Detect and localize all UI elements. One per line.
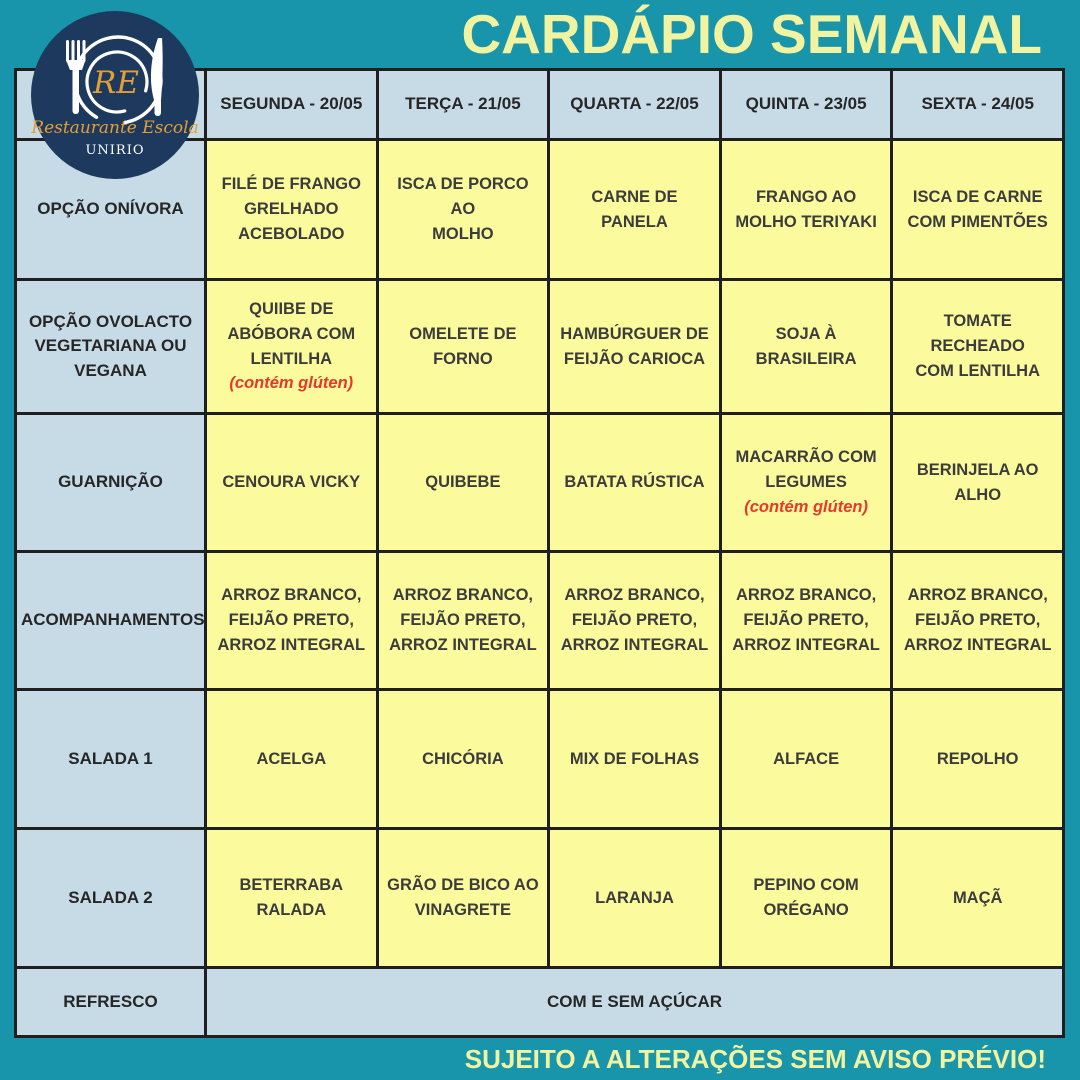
menu-cell: CENOURA VICKY: [204, 412, 379, 553]
plate-fork-knife-icon: RE Restaurante Escola UNIRIO: [30, 11, 199, 179]
dish-name: QUIIBE DE ABÓBORA COM LENTILHA: [227, 300, 356, 368]
menu-row: OPÇÃO OVOLACTO VEGETARIANA OU VEGANA QUII…: [14, 278, 1065, 415]
menu-cell: QUIIBE DE ABÓBORA COM LENTILHA (contém gl…: [204, 278, 379, 415]
logo-org-name: UNIRIO: [85, 143, 144, 158]
day-header: QUARTA - 22/05: [547, 68, 722, 141]
menu-cell: LARANJA: [547, 827, 722, 969]
dish-name: CHICÓRIA: [422, 749, 504, 768]
dish-name: ARROZ BRANCO, FEIJÃO PRETO, ARROZ INTEGR…: [560, 586, 709, 654]
menu-row: REFRESCO COM E SEM AÇÚCAR: [14, 966, 1065, 1038]
menu-cell: ACELGA: [204, 688, 379, 830]
category-label: ACOMPANHAMENTOS: [14, 550, 207, 691]
dish-name: BERINJELA AO ALHO: [916, 460, 1039, 504]
menu-cell: ISCA DE CARNE COM PIMENTÕES: [890, 138, 1065, 281]
menu-cell: ARROZ BRANCO, FEIJÃO PRETO, ARROZ INTEGR…: [204, 550, 379, 691]
menu-cell: ARROZ BRANCO, FEIJÃO PRETO, ARROZ INTEGR…: [718, 550, 894, 691]
logo-restaurant-name: Restaurante Escola: [30, 118, 198, 138]
dish-name: FILÉ DE FRANGO GRELHADO ACEBOLADO: [221, 175, 361, 243]
menu-cell: QUIBEBE: [375, 412, 551, 553]
logo-initials: RE: [92, 65, 139, 101]
menu-row: GUARNIÇÃO CENOURA VICKY QUIBEBE BATATA RÚST…: [14, 412, 1065, 553]
dish-name: ARROZ BRANCO, FEIJÃO PRETO, ARROZ INTEGR…: [217, 586, 366, 654]
dish-name: TOMATE RECHEADO COM LENTILHA: [915, 312, 1041, 380]
menu-row: SALADA 2 BETERRABA RALADA GRÃO DE BICO AO …: [14, 827, 1065, 969]
menu-cell: ARROZ BRANCO, FEIJÃO PRETO, ARROZ INTEGR…: [890, 550, 1065, 691]
plate-icon: [73, 35, 163, 125]
dish-name: OMELETE DE FORNO: [409, 324, 517, 368]
day-header: QUINTA - 23/05: [718, 68, 894, 141]
dish-name: HAMBÚRGUER DE FEIJÃO CARIOCA: [560, 324, 709, 368]
day-header: SEGUNDA - 20/05: [204, 68, 379, 141]
menu-cell: MIX DE FOLHAS: [547, 688, 722, 830]
menu-cell: BERINJELA AO ALHO: [890, 412, 1065, 553]
dish-name: FRANGO AO MOLHO TERIYAKI: [735, 187, 877, 231]
menu-cell: HAMBÚRGUER DE FEIJÃO CARIOCA: [547, 278, 722, 415]
dish-name: ISCA DE CARNE COM PIMENTÕES: [907, 187, 1048, 231]
page-title: CARDÁPIO SEMANAL: [461, 3, 1042, 65]
day-header: TERÇA - 21/05: [375, 68, 551, 141]
dish-name: ACELGA: [256, 749, 327, 768]
menu-cell: CARNE DE PANELA: [547, 138, 722, 281]
menu-cell: ARROZ BRANCO, FEIJÃO PRETO, ARROZ INTEGR…: [547, 550, 722, 691]
menu-cell: REPOLHO: [890, 688, 1065, 830]
menu-cell: TOMATE RECHEADO COM LENTILHA: [890, 278, 1065, 415]
menu-row: ACOMPANHAMENTOS ARROZ BRANCO, FEIJÃO PRET…: [14, 550, 1065, 691]
menu-cell: MAÇÃ: [890, 827, 1065, 969]
dish-name: ARROZ BRANCO, FEIJÃO PRETO, ARROZ INTEGR…: [903, 586, 1052, 654]
weekly-menu-table: SEGUNDA - 20/05 TERÇA - 21/05 QUARTA - 22/…: [14, 68, 1065, 1038]
menu-row: SALADA 1 ACELGA CHICÓRIA MIX DE FOLHAS ALFAC…: [14, 688, 1065, 830]
dish-name: BETERRABA RALADA: [239, 876, 344, 919]
dish-name: ARROZ BRANCO, FEIJÃO PRETO, ARROZ INTEGR…: [389, 586, 537, 654]
menu-cell: ALFACE: [718, 688, 894, 830]
dish-name: SOJA À BRASILEIRA: [755, 324, 857, 368]
day-header: SEXTA - 24/05: [890, 68, 1065, 141]
category-label: GUARNIÇÃO: [14, 412, 207, 553]
menu-cell: BETERRABA RALADA: [204, 827, 379, 969]
merged-menu-cell: COM E SEM AÇÚCAR: [204, 966, 1065, 1038]
dish-name: MAÇÃ: [952, 888, 1003, 907]
category-label: SALADA 2: [14, 827, 207, 969]
dish-name: ALFACE: [773, 749, 840, 768]
dish-name: GRÃO DE BICO AO VINAGRETE: [387, 876, 539, 919]
category-label: OPÇÃO ONÍVORA: [14, 138, 207, 281]
menu-cell: CHICÓRIA: [375, 688, 551, 830]
dish-name: ARROZ BRANCO, FEIJÃO PRETO, ARROZ INTEGR…: [732, 586, 880, 654]
menu-cell: ISCA DE PORCO AO MOLHO: [375, 138, 551, 281]
dish-name: MIX DE FOLHAS: [569, 749, 700, 768]
dish-name: QUIBEBE: [425, 473, 501, 492]
menu-cell: PEPINO COM ORÉGANO: [718, 827, 894, 969]
menu-cell: GRÃO DE BICO AO VINAGRETE: [375, 827, 551, 969]
restaurant-logo: RE Restaurante Escola UNIRIO: [30, 10, 200, 180]
menu-row: OPÇÃO ONÍVORA FILÉ DE FRANGO GRELHADO ACE…: [14, 138, 1065, 281]
gluten-note: (contém glúten): [229, 374, 354, 393]
menu-cell: MACARRÃO COM LEGUMES (contém glúten): [718, 412, 894, 553]
dish-name: BATATA RÚSTICA: [564, 473, 705, 492]
dish-name: CENOURA VICKY: [222, 473, 361, 492]
dish-name: MACARRÃO COM LEGUMES: [735, 448, 877, 492]
disclaimer-text: SUJEITO A ALTERAÇÕES SEM AVISO PRÉVIO!: [464, 1044, 1046, 1074]
menu-cell: OMELETE DE FORNO: [375, 278, 551, 415]
menu-cell: FILÉ DE FRANGO GRELHADO ACEBOLADO: [204, 138, 379, 281]
dish-name: ISCA DE PORCO AO MOLHO: [397, 175, 529, 243]
menu-cell: SOJA À BRASILEIRA: [718, 278, 894, 415]
dish-name: PEPINO COM ORÉGANO: [753, 876, 859, 919]
dish-name: REPOLHO: [936, 749, 1019, 768]
dish-name: LARANJA: [595, 888, 674, 907]
menu-cell: ARROZ BRANCO, FEIJÃO PRETO, ARROZ INTEGR…: [375, 550, 551, 691]
dish-name: CARNE DE PANELA: [591, 187, 678, 231]
menu-cell: BATATA RÚSTICA: [547, 412, 722, 553]
category-label: OPÇÃO OVOLACTO VEGETARIANA OU VEGANA: [14, 278, 207, 415]
gluten-note: (contém glúten): [744, 497, 868, 516]
category-label: SALADA 1: [14, 688, 207, 830]
menu-cell: FRANGO AO MOLHO TERIYAKI: [718, 138, 894, 281]
category-label: REFRESCO: [14, 966, 207, 1038]
